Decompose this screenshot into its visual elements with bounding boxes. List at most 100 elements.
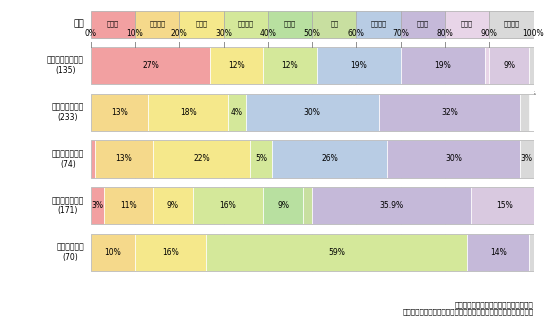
Text: 1%: 1%: [526, 91, 536, 96]
Text: 阪神高速神戸線
(74): 阪神高速神戸線 (74): [52, 149, 84, 169]
Text: 20%: 20%: [171, 29, 188, 38]
Text: 第二名神高速道路
(135): 第二名神高速道路 (135): [47, 56, 84, 75]
Bar: [445, 11, 490, 38]
Text: 60%: 60%: [348, 29, 365, 38]
Text: 70%: 70%: [392, 29, 409, 38]
Bar: [91, 140, 95, 178]
Bar: [153, 187, 192, 224]
Text: 9%: 9%: [503, 61, 515, 70]
Bar: [400, 11, 445, 38]
Bar: [91, 94, 534, 131]
Bar: [95, 140, 153, 178]
Bar: [467, 234, 529, 271]
Bar: [91, 94, 148, 131]
Bar: [317, 47, 400, 84]
Bar: [91, 187, 104, 224]
Text: 16%: 16%: [219, 201, 236, 210]
Text: 12%: 12%: [229, 61, 245, 70]
Bar: [91, 234, 534, 271]
Bar: [206, 234, 467, 271]
Bar: [91, 47, 534, 84]
Bar: [148, 94, 228, 131]
Text: 40%: 40%: [260, 29, 276, 38]
Text: 神戸市: 神戸市: [417, 21, 429, 27]
Text: 10%: 10%: [126, 29, 144, 38]
Bar: [263, 187, 303, 224]
Text: 80%: 80%: [437, 29, 453, 38]
Bar: [104, 187, 153, 224]
Text: 15%: 15%: [496, 201, 513, 210]
Text: 0%: 0%: [85, 29, 97, 38]
Bar: [192, 187, 263, 224]
Bar: [91, 187, 534, 224]
Bar: [250, 140, 272, 178]
Bar: [471, 187, 537, 224]
Text: 11%: 11%: [120, 201, 137, 210]
Bar: [529, 234, 534, 271]
Bar: [485, 47, 490, 84]
Bar: [400, 47, 485, 84]
Bar: [520, 94, 529, 131]
Text: 凡例: 凡例: [73, 19, 84, 29]
Text: 19%: 19%: [434, 61, 451, 70]
Text: 100%: 100%: [522, 29, 544, 38]
Text: 和歌山県: 和歌山県: [503, 21, 519, 27]
Text: 27%: 27%: [142, 61, 159, 70]
Text: 堺市: 堺市: [330, 21, 338, 27]
Bar: [272, 140, 387, 178]
Bar: [268, 11, 312, 38]
Text: 京都市: 京都市: [195, 21, 207, 27]
Bar: [387, 140, 520, 178]
Text: 19%: 19%: [350, 61, 367, 70]
Text: 14%: 14%: [490, 248, 507, 257]
Text: 9%: 9%: [277, 201, 289, 210]
Bar: [91, 140, 534, 178]
Text: 10%: 10%: [104, 248, 121, 257]
Bar: [529, 47, 534, 84]
Text: 50%: 50%: [304, 29, 321, 38]
Text: 32%: 32%: [441, 108, 458, 117]
Text: 資料：物流基礎調査（意向アンケート）
（高速道路の整備ニーズを回答した事業所・企業のサンプル集計）: 資料：物流基礎調査（意向アンケート） （高速道路の整備ニーズを回答した事業所・企…: [402, 301, 534, 315]
Bar: [263, 47, 317, 84]
Bar: [179, 11, 223, 38]
Text: 4%: 4%: [231, 108, 243, 117]
Bar: [312, 187, 471, 224]
Bar: [246, 94, 378, 131]
Text: 30%: 30%: [304, 108, 321, 117]
Bar: [91, 234, 135, 271]
Bar: [378, 94, 520, 131]
Bar: [228, 94, 246, 131]
Text: 13%: 13%: [116, 154, 133, 164]
Text: 大阪府下: 大阪府下: [238, 21, 254, 27]
Text: 26%: 26%: [321, 154, 338, 164]
Bar: [91, 11, 135, 38]
Bar: [135, 234, 206, 271]
Bar: [356, 11, 401, 38]
Text: 35.9%: 35.9%: [379, 201, 404, 210]
Text: 滋賀県: 滋賀県: [107, 21, 119, 27]
Bar: [91, 47, 210, 84]
Bar: [303, 187, 312, 224]
Text: 京奈和自動車道
(171): 京奈和自動車道 (171): [52, 196, 84, 215]
Text: 9%: 9%: [167, 201, 179, 210]
Bar: [153, 140, 250, 178]
Text: 5%: 5%: [255, 154, 267, 164]
Bar: [312, 11, 356, 38]
Bar: [490, 47, 529, 84]
Text: 京都府下: 京都府下: [149, 21, 165, 27]
Text: 16%: 16%: [162, 248, 179, 257]
Text: 18%: 18%: [180, 108, 196, 117]
Text: 3%: 3%: [91, 201, 103, 210]
Bar: [210, 47, 263, 84]
Text: 奈良県: 奈良県: [461, 21, 473, 27]
Text: 30%: 30%: [446, 154, 462, 164]
Text: 22%: 22%: [193, 154, 210, 164]
Text: 3%: 3%: [521, 154, 533, 164]
Text: 12%: 12%: [282, 61, 298, 70]
Text: 阪神高速湾岸線
(233): 阪神高速湾岸線 (233): [52, 103, 84, 122]
Bar: [135, 11, 179, 38]
Text: 13%: 13%: [111, 108, 128, 117]
Bar: [520, 140, 534, 178]
Text: 90%: 90%: [481, 29, 498, 38]
Text: 30%: 30%: [215, 29, 232, 38]
